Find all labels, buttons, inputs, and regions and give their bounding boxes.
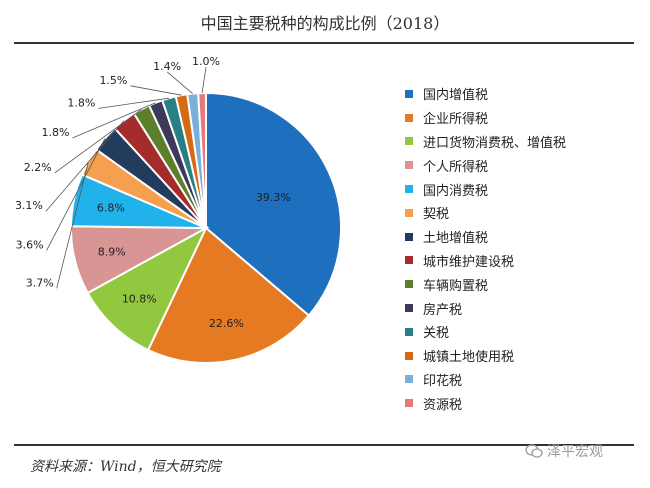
legend-swatch xyxy=(405,256,413,265)
source-note: 资料来源：Wind，恒大研究院 xyxy=(30,459,221,475)
leader-line-13 xyxy=(166,71,193,95)
data-label-3: 10.8% xyxy=(122,293,157,306)
legend-swatch xyxy=(405,113,413,122)
pie-slice-1 xyxy=(205,91,342,317)
legend-item-6: 契税 xyxy=(405,201,566,225)
legend-item-10: 房产税 xyxy=(405,296,566,320)
leader-line-10 xyxy=(72,102,156,139)
data-label-7: 3.6% xyxy=(16,238,44,251)
pie-slice-2 xyxy=(146,226,311,364)
legend-label: 土地增值税 xyxy=(423,231,489,247)
data-label-6: 3.7% xyxy=(26,276,54,289)
legend-label: 进口货物消费税、增值税 xyxy=(423,135,567,151)
legend-swatch xyxy=(405,161,413,170)
data-label-11: 1.8% xyxy=(67,96,95,109)
leader-line-7 xyxy=(46,138,106,251)
legend-label: 国内消费税 xyxy=(423,183,489,199)
legend-label: 房产税 xyxy=(423,302,463,318)
legend-swatch xyxy=(405,304,413,313)
data-label-2: 22.6% xyxy=(209,317,244,330)
legend-label: 车辆购置税 xyxy=(423,278,489,294)
legend-item-4: 个人所得税 xyxy=(405,153,566,177)
watermark: 泽平宏观 xyxy=(525,441,603,461)
leader-line-14 xyxy=(201,66,207,94)
legend-label: 个人所得税 xyxy=(423,159,489,175)
legend-label: 关税 xyxy=(423,326,450,342)
legend-item-13: 印花税 xyxy=(405,368,566,392)
data-label-10: 1.8% xyxy=(42,126,70,139)
legend-swatch xyxy=(405,351,413,360)
legend-label: 城市维护建设税 xyxy=(423,254,515,270)
legend-swatch xyxy=(405,280,413,289)
legend-swatch xyxy=(405,399,413,408)
legend-item-8: 城市维护建设税 xyxy=(405,249,566,273)
pie-slice-3 xyxy=(86,225,209,352)
legend-label: 城镇土地使用税 xyxy=(423,350,515,366)
data-label-14: 1.0% xyxy=(192,55,220,68)
legend-item-2: 企业所得税 xyxy=(405,106,566,130)
bottom-divider xyxy=(14,444,634,446)
legend-label: 印花税 xyxy=(423,373,463,389)
legend-item-11: 关税 xyxy=(405,320,566,344)
data-label-12: 1.5% xyxy=(99,74,127,87)
watermark-text: 泽平宏观 xyxy=(547,444,603,460)
data-label-4: 8.9% xyxy=(98,246,126,259)
legend-swatch xyxy=(405,89,413,98)
data-label-13: 1.4% xyxy=(153,60,181,73)
legend-label: 契税 xyxy=(423,207,450,223)
chart-title: 中国主要税种的构成比例（2018） xyxy=(200,14,450,33)
legend-swatch xyxy=(405,327,413,336)
data-label-1: 39.3% xyxy=(256,191,291,204)
data-label-5: 6.8% xyxy=(97,202,125,215)
leader-line-11 xyxy=(98,97,170,109)
chart-legend: 国内增值税企业所得税进口货物消费税、增值税 个人所得税国内消费税契税土地增值税城市… xyxy=(405,82,566,415)
legend-item-3: 进口货物消费税、增值税 xyxy=(405,130,566,154)
legend-label: 企业所得税 xyxy=(423,112,489,128)
legend-item-1: 国内增值税 xyxy=(405,82,566,106)
data-label-9: 2.2% xyxy=(24,161,52,174)
legend-label: 国内增值税 xyxy=(423,88,489,104)
legend-item-5: 国内消费税 xyxy=(405,177,566,201)
legend-swatch xyxy=(405,232,413,241)
wechat-icon xyxy=(525,444,543,458)
top-divider xyxy=(14,42,634,44)
leader-line-9 xyxy=(54,109,142,174)
legend-swatch xyxy=(405,185,413,194)
legend-swatch xyxy=(405,375,413,384)
legend-swatch xyxy=(405,208,413,217)
legend-label: 资源税 xyxy=(423,397,463,413)
leader-line-6 xyxy=(56,161,89,289)
leader-line-12 xyxy=(130,85,182,96)
legend-item-7: 土地增值税 xyxy=(405,225,566,249)
legend-item-9: 车辆购置税 xyxy=(405,272,566,296)
legend-swatch xyxy=(405,137,413,146)
legend-item-12: 城镇土地使用税 xyxy=(405,344,566,368)
data-label-8: 3.1% xyxy=(15,199,43,212)
legend-item-14: 资源税 xyxy=(405,391,566,415)
leader-line-8 xyxy=(45,120,125,212)
